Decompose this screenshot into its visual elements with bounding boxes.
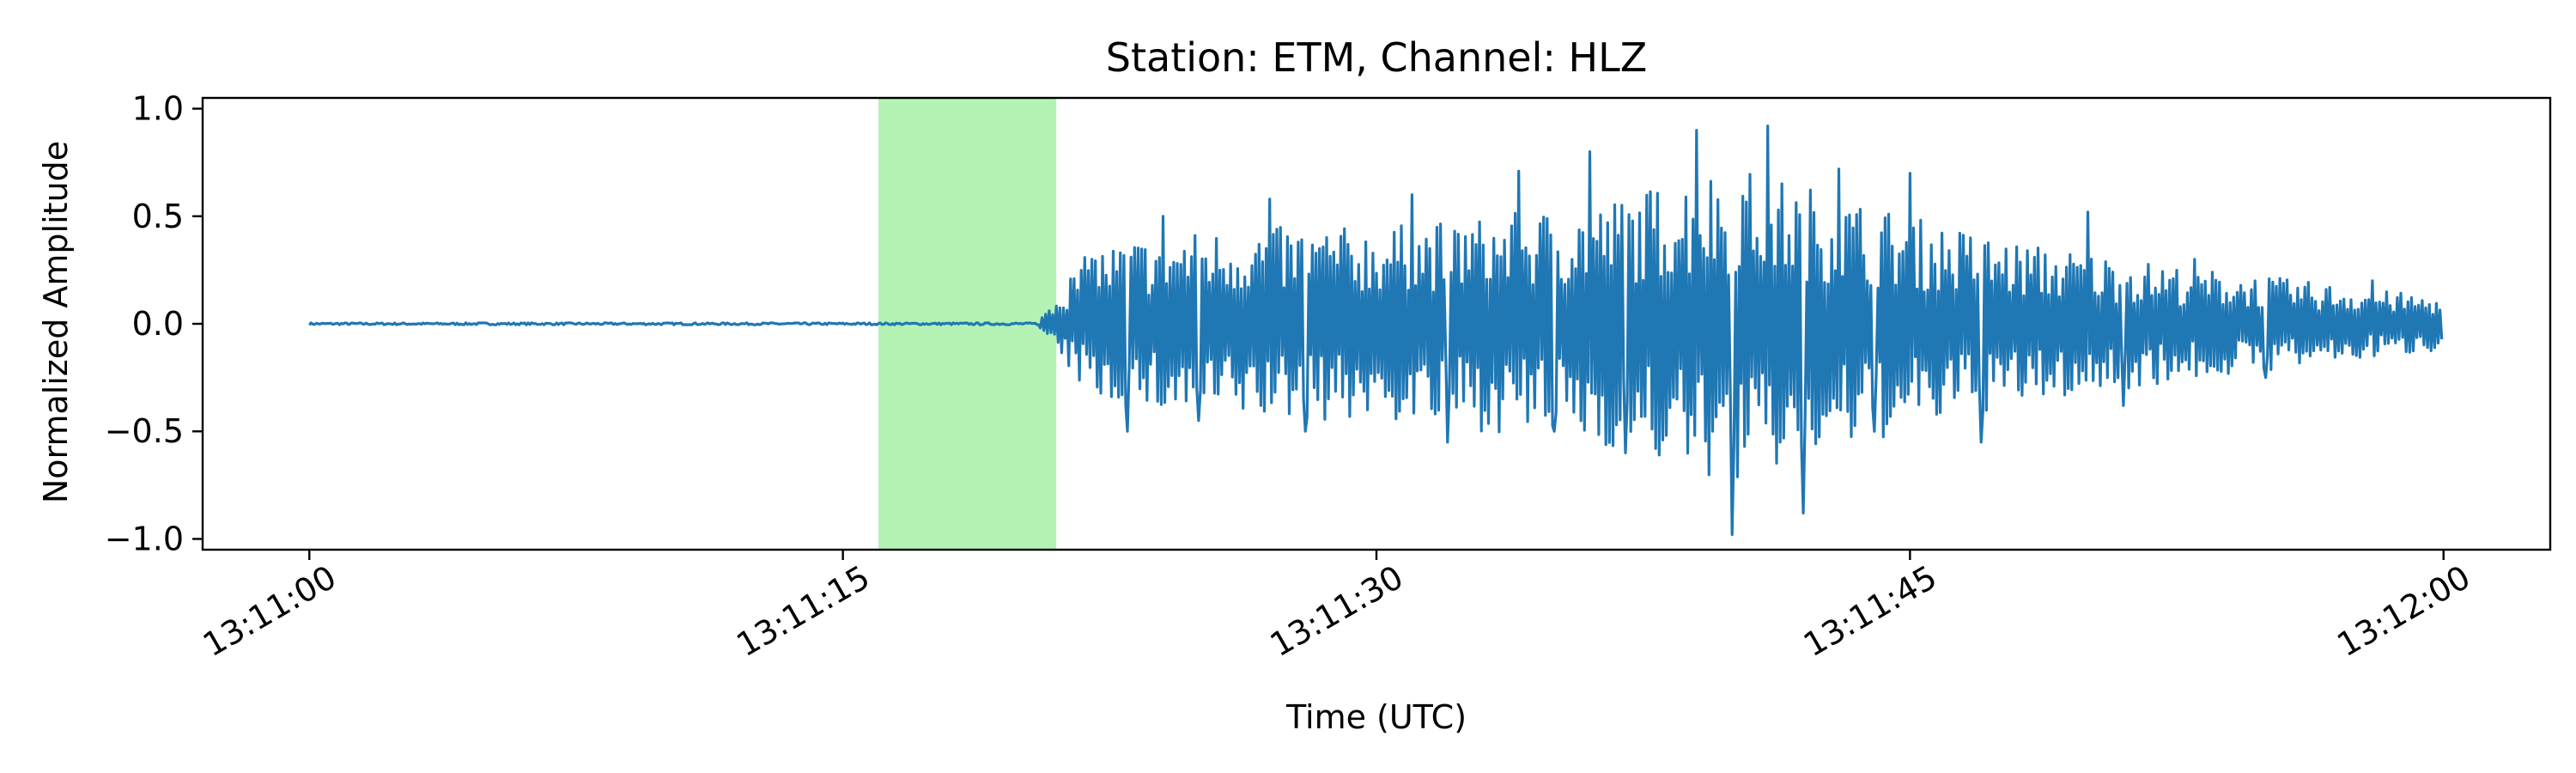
x-tick-label: 13:11:15 [730,558,876,664]
y-axis-label: Normalized Amplitude [37,141,75,503]
y-axis-ticks: 1.0 0.5 0.0 −0.5 −1.0 [105,90,203,557]
x-tick-label: 13:12:00 [2330,558,2476,664]
y-tick-label: −1.0 [105,520,184,557]
y-tick-label: 0.5 [132,198,184,235]
y-tick-label: −0.5 [105,412,184,450]
plot-area [201,96,2552,551]
x-tick-label: 13:11:30 [1264,558,1410,664]
x-tick-label: 13:11:45 [1797,558,1943,664]
y-tick-label: 0.0 [132,305,184,343]
x-axis-label: Time (UTC) [1285,698,1467,736]
chart-title: Station: ETM, Channel: HLZ [1106,34,1647,81]
y-tick-label: 1.0 [132,90,184,128]
x-tick-label: 13:11:00 [197,558,343,664]
waveform-trace [308,125,2444,537]
x-axis-ticks: 13:11:00 13:11:15 13:11:30 13:11:45 13:12:00 [197,550,2476,664]
